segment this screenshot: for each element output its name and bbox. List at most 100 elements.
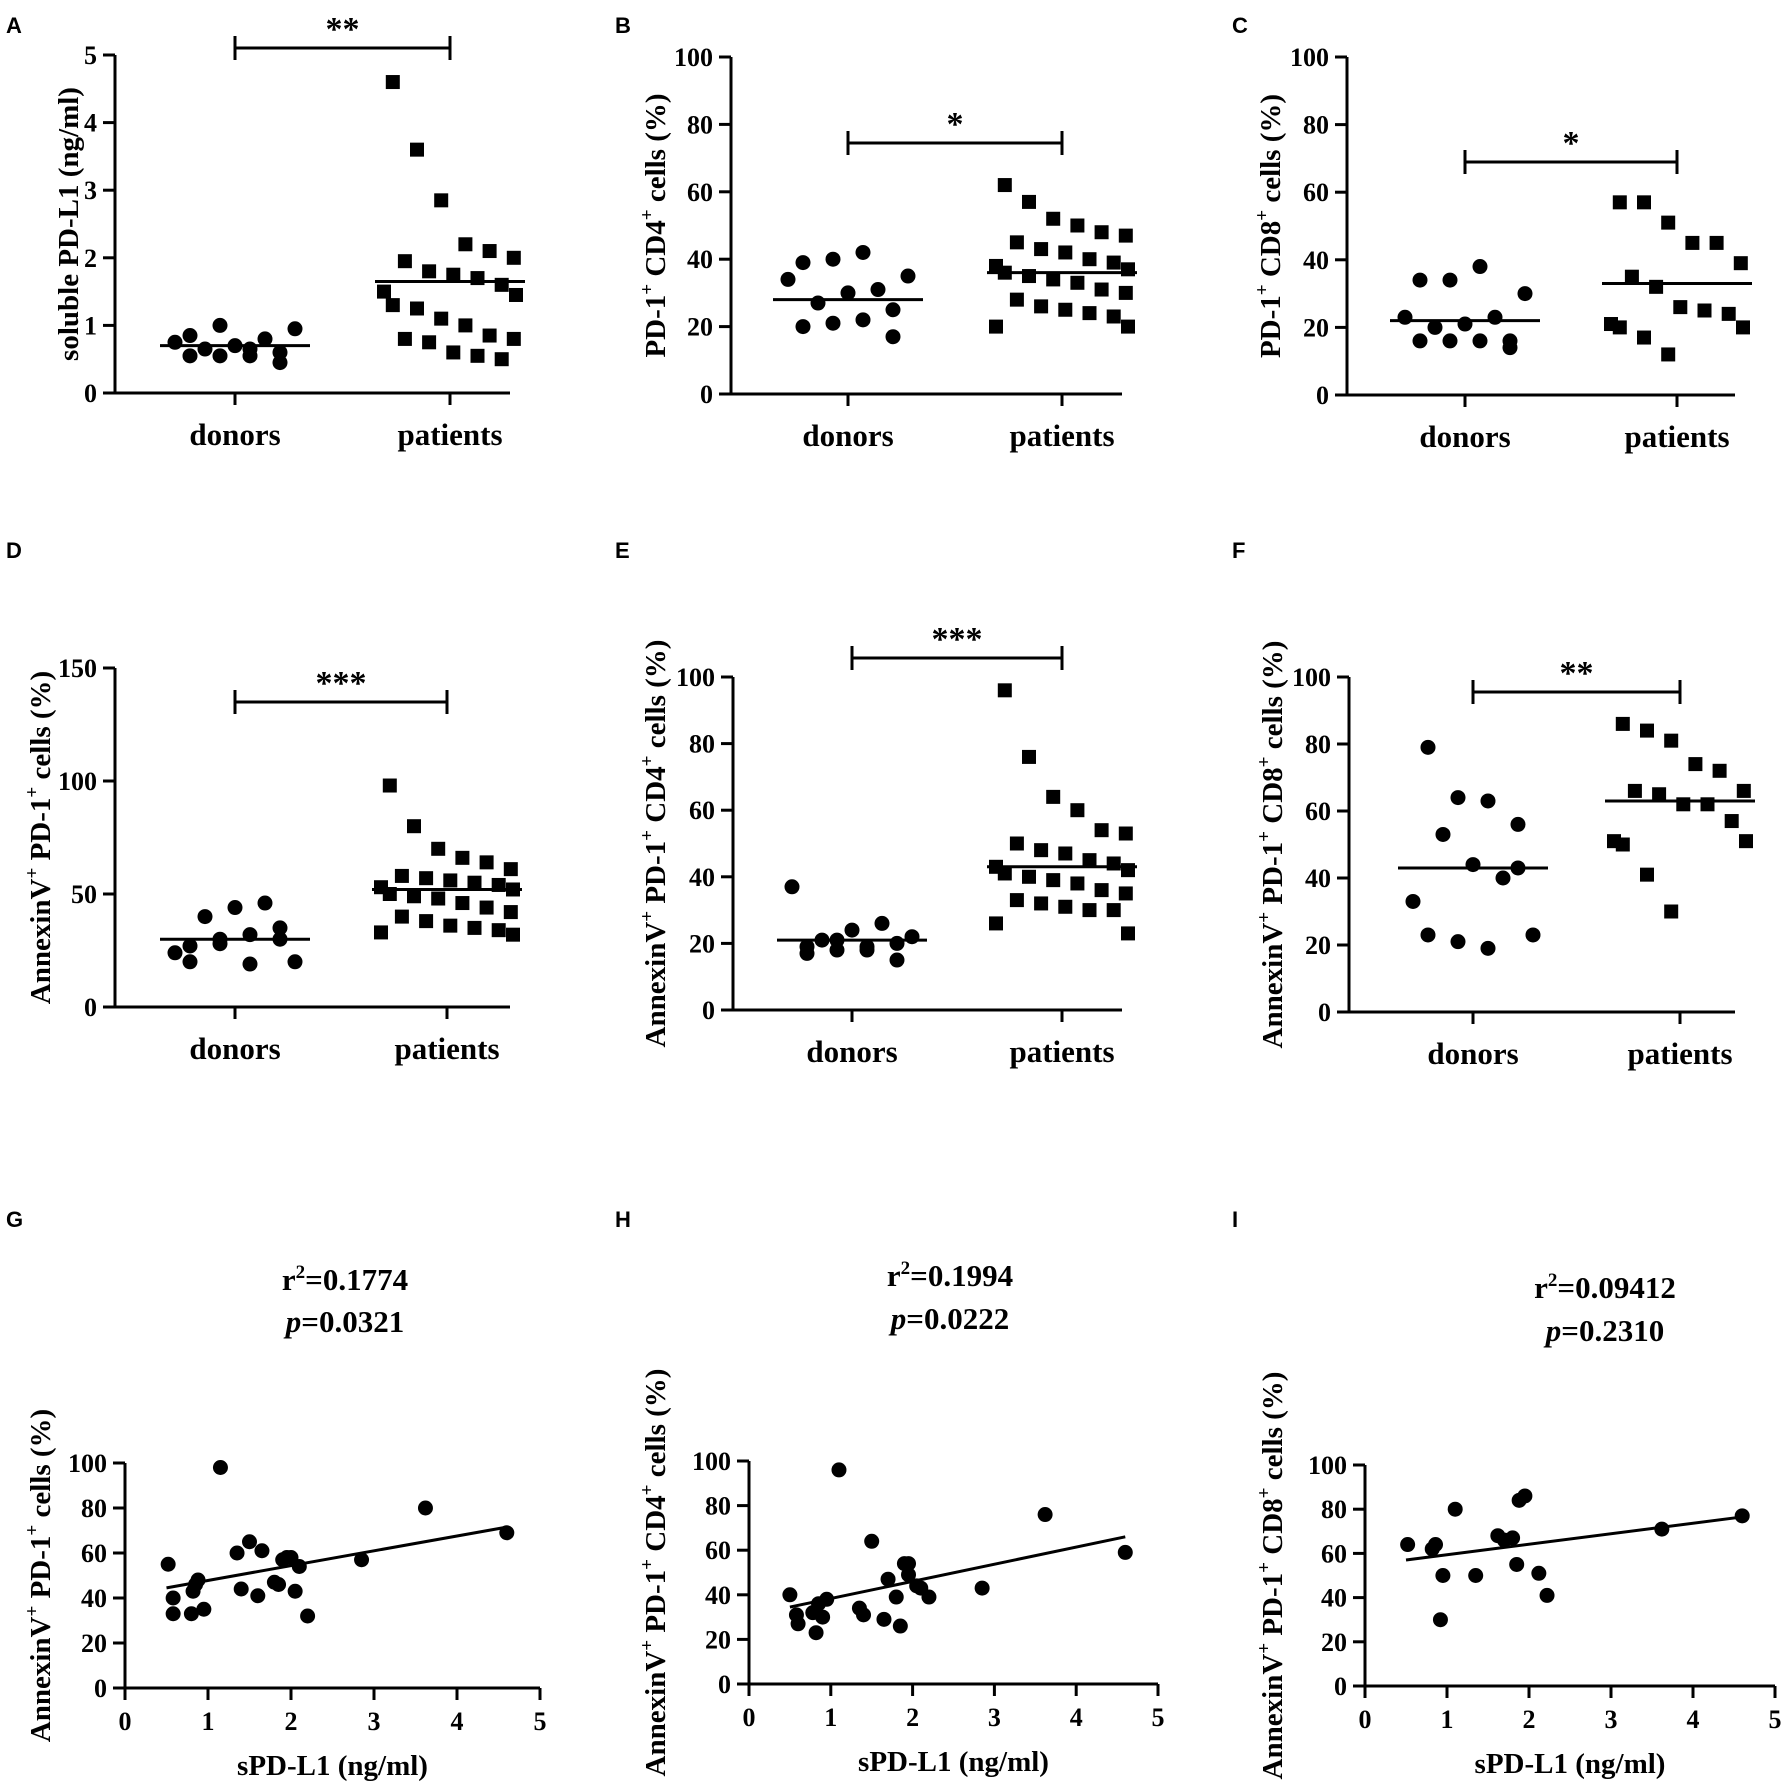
y-tick-label: 40	[1321, 1584, 1347, 1613]
data-point	[1037, 1507, 1053, 1523]
data-point-patients	[1709, 235, 1724, 250]
data-point-patients	[1106, 903, 1121, 918]
data-point-patients	[1034, 843, 1049, 858]
data-point-patients	[1624, 269, 1639, 284]
y-tick-label: 100	[674, 43, 713, 72]
panel-label: A	[6, 13, 22, 38]
data-point-patients	[1736, 783, 1751, 798]
data-point-donors	[1442, 272, 1458, 288]
x-tick-label: 4	[1070, 1703, 1083, 1732]
y-tick-label: 100	[1292, 663, 1331, 692]
y-axis-label-text: PD-1	[1257, 1573, 1289, 1643]
data-point-patients	[1118, 826, 1133, 841]
data-point-patients	[443, 918, 458, 933]
data-point	[892, 1618, 908, 1634]
y-axis-label-superscript: +	[1252, 210, 1273, 221]
y-tick-label: 20	[81, 1629, 107, 1658]
x-tick-label: 2	[285, 1707, 298, 1736]
data-point-donors	[825, 251, 841, 267]
data-point-donors	[257, 895, 273, 911]
data-point-patients	[422, 335, 437, 350]
data-point	[287, 1583, 303, 1599]
x-tick-label: 4	[1687, 1705, 1700, 1734]
y-tick-label: 5	[84, 41, 97, 70]
data-point	[1539, 1587, 1555, 1603]
data-point-patients	[1736, 320, 1750, 335]
data-point-donors	[1502, 340, 1518, 356]
data-point	[901, 1567, 917, 1583]
data-point-donors	[810, 295, 826, 311]
data-point-patients	[1094, 225, 1109, 240]
data-point-patients	[1700, 797, 1715, 812]
y-tick-label: 80	[1303, 111, 1329, 140]
data-point-patients	[1121, 863, 1135, 878]
data-point-patients	[989, 319, 1003, 334]
data-point-patients	[1094, 282, 1109, 297]
x-tick-label: 3	[368, 1707, 381, 1736]
y-tick-label: 20	[1303, 313, 1329, 342]
y-tick-label: 40	[1303, 246, 1329, 275]
data-point	[354, 1552, 370, 1568]
p-value-annotation: p=0.0321	[283, 1304, 404, 1339]
data-point-patients	[1664, 733, 1679, 748]
data-point	[1654, 1521, 1670, 1537]
data-point-patients	[997, 866, 1012, 881]
data-point	[291, 1559, 307, 1574]
data-point-patients	[1034, 299, 1049, 314]
y-tick-label: 60	[689, 796, 715, 825]
y-axis-label-superscript: +	[1252, 284, 1273, 295]
data-point-patients	[479, 900, 494, 915]
x-tick-label: 3	[1605, 1705, 1618, 1734]
data-point	[183, 1606, 199, 1622]
p-value-symbol: p	[283, 1304, 302, 1339]
data-point	[1509, 1556, 1525, 1572]
x-tick-label: 1	[202, 1707, 215, 1736]
y-tick-label: 60	[1305, 797, 1331, 826]
y-axis-label-text: cells (%)	[640, 1369, 672, 1485]
data-point	[160, 1556, 176, 1572]
x-tick-label: 0	[119, 1707, 132, 1736]
y-axis-label-text: AnnexinV	[640, 922, 672, 1048]
data-point-donors	[182, 938, 198, 954]
y-axis-label-superscript: +	[637, 284, 658, 295]
data-point	[782, 1587, 798, 1603]
data-point	[196, 1601, 212, 1617]
data-point-patients	[482, 328, 497, 343]
data-point-patients	[470, 348, 485, 363]
y-tick-label: 0	[1316, 381, 1329, 410]
data-point-patients	[1022, 869, 1036, 884]
data-point	[790, 1616, 806, 1632]
data-point-donors	[795, 255, 811, 271]
y-axis-label-text: cells (%)	[25, 671, 57, 787]
p-value-value: =0.0222	[906, 1301, 1009, 1336]
significance-stars: **	[1560, 655, 1594, 692]
x-category-label: donors	[1427, 1036, 1518, 1071]
data-point-patients	[410, 142, 424, 157]
data-point-patients	[434, 311, 449, 326]
data-point	[165, 1590, 181, 1606]
y-axis-label: AnnexinV+ PD-1+ cells (%)	[22, 671, 57, 1004]
y-axis-label-superscript: +	[1254, 757, 1275, 768]
data-point-patients	[1118, 228, 1133, 243]
y-tick-label: 150	[58, 654, 97, 683]
data-point	[1468, 1568, 1484, 1583]
y-tick-label: 0	[700, 380, 713, 409]
data-point-donors	[1465, 857, 1481, 873]
data-point-donors	[814, 932, 830, 948]
data-point-patients	[467, 875, 482, 890]
data-point-patients	[1082, 853, 1097, 868]
y-tick-label: 20	[1321, 1628, 1347, 1657]
x-tick-label: 0	[1359, 1705, 1372, 1734]
data-point	[819, 1591, 835, 1607]
x-category-label: patients	[1624, 419, 1729, 454]
r-squared-value: =0.1774	[305, 1262, 408, 1297]
x-category-label: donors	[189, 1031, 280, 1066]
y-tick-label: 0	[94, 1674, 107, 1703]
data-point-patients	[419, 871, 434, 886]
data-point-patients	[1046, 789, 1061, 804]
x-axis-label: sPD-L1 (ng/ml)	[237, 1750, 428, 1782]
data-point-patients	[1676, 797, 1691, 812]
data-point-patients	[1058, 846, 1073, 861]
